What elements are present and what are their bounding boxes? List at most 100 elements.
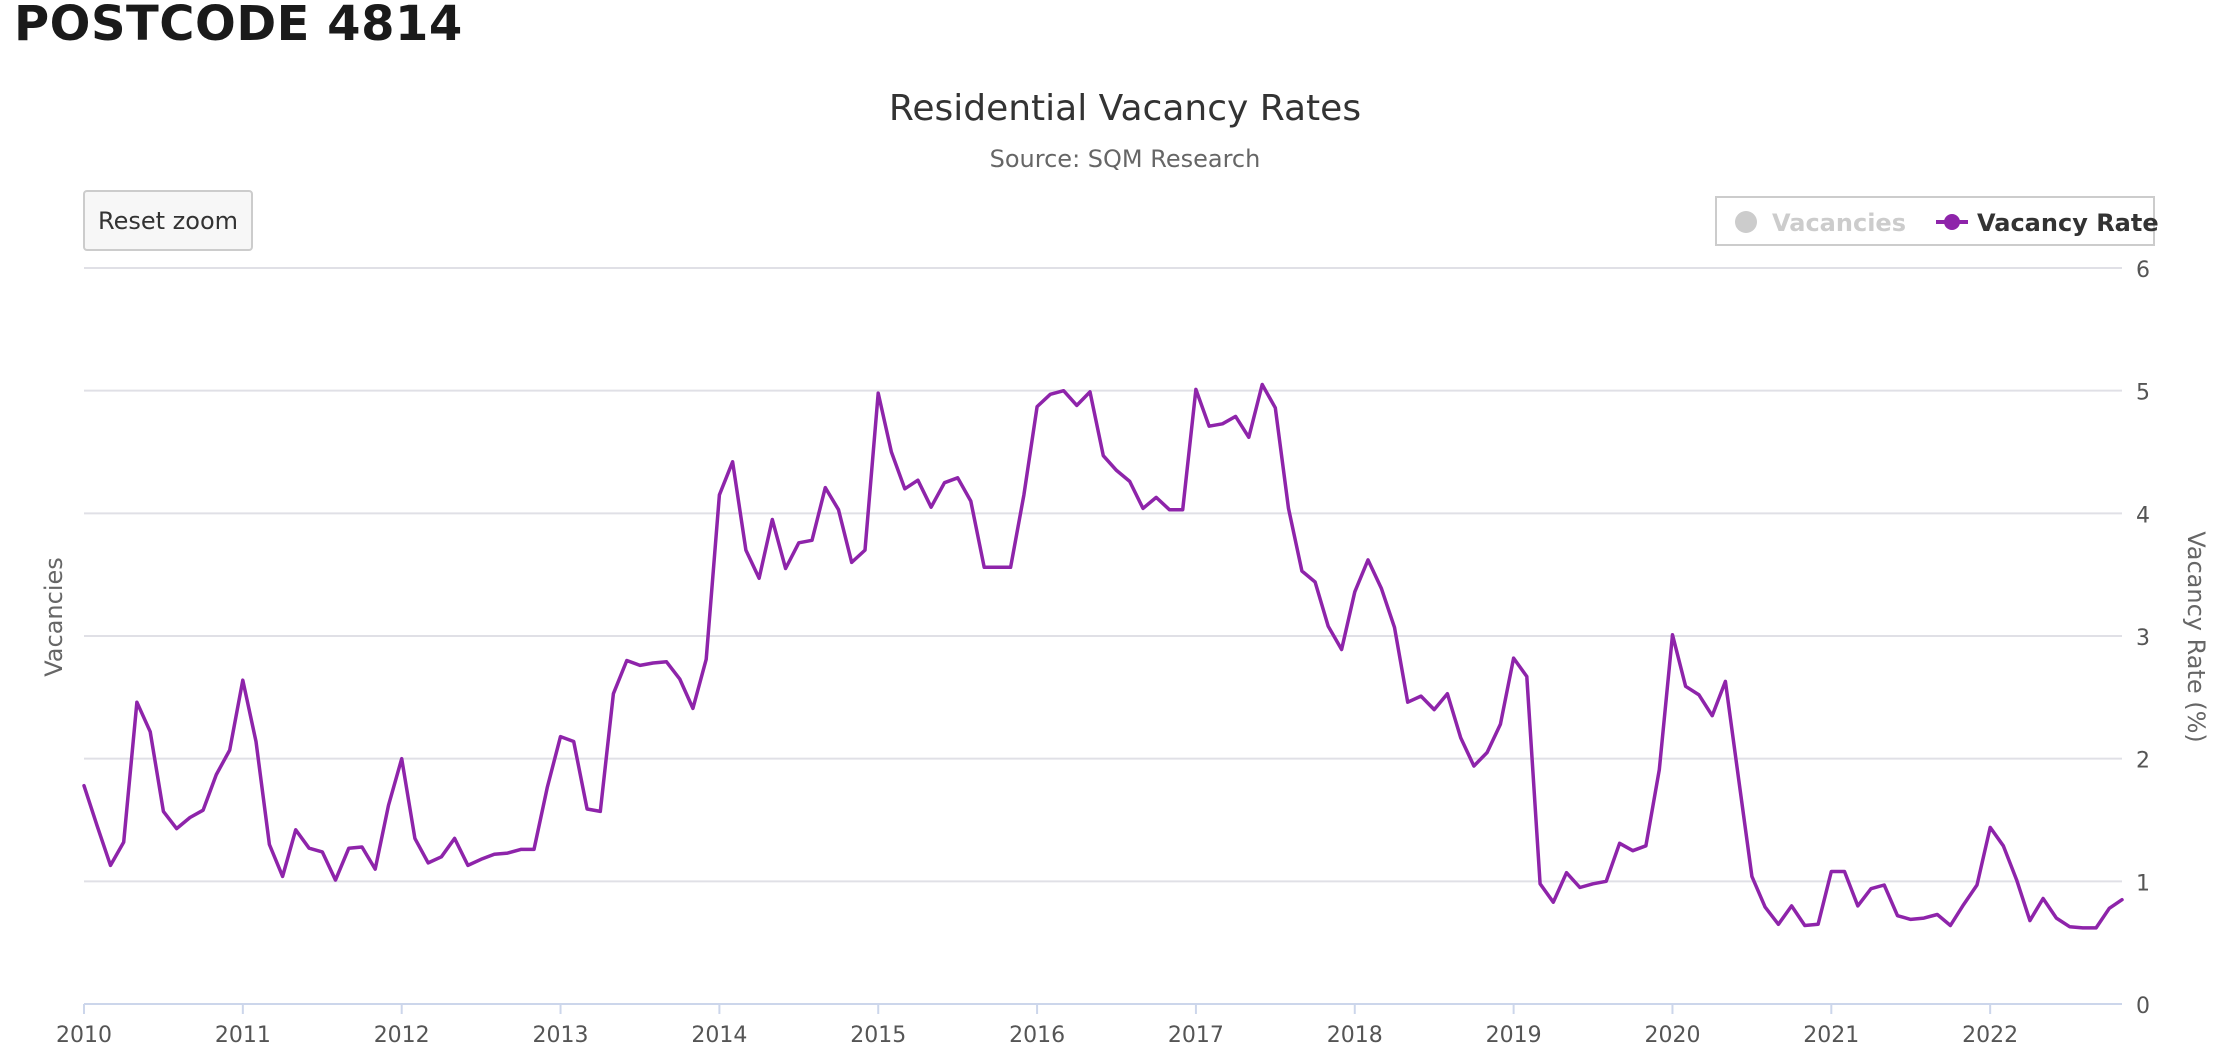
legend-item-vacancy-rate[interactable]: Vacancy Rate bbox=[1936, 209, 2159, 237]
data-point[interactable] bbox=[555, 731, 567, 743]
data-point[interactable] bbox=[1468, 760, 1480, 772]
data-point[interactable] bbox=[1269, 402, 1281, 414]
data-point[interactable] bbox=[674, 673, 686, 685]
data-point[interactable] bbox=[316, 846, 328, 858]
data-point[interactable] bbox=[1852, 900, 1864, 912]
data-point[interactable] bbox=[1561, 867, 1573, 879]
data-point[interactable] bbox=[780, 563, 792, 575]
data-point[interactable] bbox=[118, 836, 130, 848]
data-point[interactable] bbox=[885, 446, 897, 458]
data-point[interactable] bbox=[2064, 921, 2076, 933]
data-point[interactable] bbox=[793, 537, 805, 549]
data-point[interactable] bbox=[1097, 450, 1109, 462]
data-point[interactable] bbox=[263, 839, 275, 851]
data-point[interactable] bbox=[184, 812, 196, 824]
data-point[interactable] bbox=[594, 805, 606, 817]
data-point[interactable] bbox=[1693, 689, 1705, 701]
data-point[interactable] bbox=[290, 824, 302, 836]
data-point[interactable] bbox=[488, 848, 500, 860]
data-point[interactable] bbox=[1772, 918, 1784, 930]
data-point[interactable] bbox=[1389, 621, 1401, 633]
data-point[interactable] bbox=[197, 804, 209, 816]
data-point[interactable] bbox=[1415, 690, 1427, 702]
data-point[interactable] bbox=[78, 780, 90, 792]
data-point[interactable] bbox=[1574, 882, 1586, 894]
data-point[interactable] bbox=[157, 805, 169, 817]
data-point[interactable] bbox=[356, 841, 368, 853]
data-point[interactable] bbox=[753, 572, 765, 584]
data-point[interactable] bbox=[621, 655, 633, 667]
data-point[interactable] bbox=[396, 753, 408, 765]
data-point[interactable] bbox=[978, 561, 990, 573]
data-point[interactable] bbox=[1044, 388, 1056, 400]
data-point[interactable] bbox=[1600, 875, 1612, 887]
data-point[interactable] bbox=[740, 544, 752, 556]
data-point[interactable] bbox=[806, 534, 818, 546]
data-point[interactable] bbox=[952, 472, 964, 484]
data-point[interactable] bbox=[422, 857, 434, 869]
reset-zoom-button[interactable]: Reset zoom bbox=[83, 190, 253, 251]
data-point[interactable] bbox=[1309, 576, 1321, 588]
data-point[interactable] bbox=[1931, 909, 1943, 921]
data-point[interactable] bbox=[1706, 710, 1718, 722]
legend-item-vacancies[interactable]: Vacancies bbox=[1735, 209, 1906, 237]
data-point[interactable] bbox=[1508, 652, 1520, 664]
data-point[interactable] bbox=[1137, 502, 1149, 514]
data-point[interactable] bbox=[568, 736, 580, 748]
data-point[interactable] bbox=[250, 736, 262, 748]
data-point[interactable] bbox=[1680, 680, 1692, 692]
data-point[interactable] bbox=[449, 832, 461, 844]
data-point[interactable] bbox=[713, 489, 725, 501]
data-point[interactable] bbox=[1746, 870, 1758, 882]
data-point[interactable] bbox=[872, 387, 884, 399]
data-point[interactable] bbox=[475, 853, 487, 865]
data-point[interactable] bbox=[1786, 900, 1798, 912]
data-point[interactable] bbox=[1587, 878, 1599, 890]
data-point[interactable] bbox=[1455, 732, 1467, 744]
data-point[interactable] bbox=[1203, 420, 1215, 432]
data-point[interactable] bbox=[1177, 504, 1189, 516]
data-point[interactable] bbox=[1031, 401, 1043, 413]
data-point[interactable] bbox=[965, 495, 977, 507]
data-point[interactable] bbox=[1667, 629, 1679, 641]
data-point[interactable] bbox=[1230, 410, 1242, 422]
data-point[interactable] bbox=[1150, 491, 1162, 503]
data-point[interactable] bbox=[237, 674, 249, 686]
data-point[interactable] bbox=[607, 688, 619, 700]
data-point[interactable] bbox=[700, 653, 712, 665]
data-point[interactable] bbox=[1071, 399, 1083, 411]
data-point[interactable] bbox=[2116, 894, 2128, 906]
data-point[interactable] bbox=[1997, 840, 2009, 852]
data-point[interactable] bbox=[1653, 764, 1665, 776]
data-point[interactable] bbox=[1005, 561, 1017, 573]
data-point[interactable] bbox=[766, 514, 778, 526]
data-point[interactable] bbox=[687, 702, 699, 714]
data-point[interactable] bbox=[409, 832, 421, 844]
data-point[interactable] bbox=[502, 847, 514, 859]
data-point[interactable] bbox=[1481, 747, 1493, 759]
data-point[interactable] bbox=[1759, 901, 1771, 913]
data-point[interactable] bbox=[819, 482, 831, 494]
data-point[interactable] bbox=[224, 744, 236, 756]
data-point[interactable] bbox=[661, 656, 673, 668]
data-point[interactable] bbox=[1402, 696, 1414, 708]
data-point[interactable] bbox=[1190, 383, 1202, 395]
data-point[interactable] bbox=[1812, 918, 1824, 930]
data-point[interactable] bbox=[1614, 837, 1626, 849]
data-point[interactable] bbox=[91, 820, 103, 832]
data-point[interactable] bbox=[528, 843, 540, 855]
data-point[interactable] bbox=[383, 799, 395, 811]
data-point[interactable] bbox=[1905, 913, 1917, 925]
data-point[interactable] bbox=[2050, 912, 2062, 924]
data-point[interactable] bbox=[1322, 620, 1334, 632]
data-point[interactable] bbox=[991, 561, 1003, 573]
data-point[interactable] bbox=[171, 823, 183, 835]
data-point[interactable] bbox=[343, 842, 355, 854]
data-point[interactable] bbox=[1375, 582, 1387, 594]
data-point[interactable] bbox=[647, 657, 659, 669]
data-point[interactable] bbox=[1441, 688, 1453, 700]
data-point[interactable] bbox=[1799, 920, 1811, 932]
data-point[interactable] bbox=[515, 843, 527, 855]
data-point[interactable] bbox=[1283, 502, 1295, 514]
data-point[interactable] bbox=[1534, 878, 1546, 890]
